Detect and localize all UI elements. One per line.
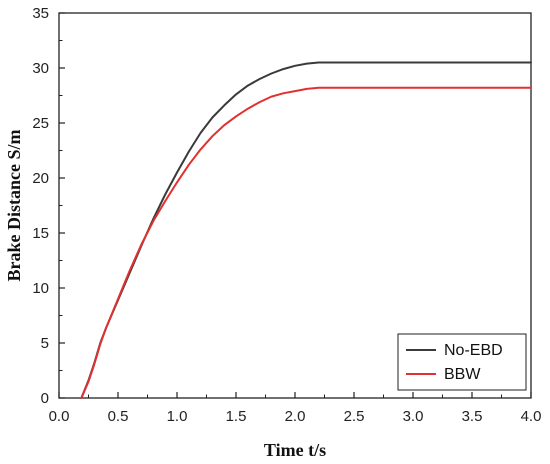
axes-group: 0.0 0.5 1.0 1.5 2.0 2.5 3.0 3.5 4.0 0 5 10 15 20 25 30 3… — [32, 5, 541, 425]
x-tick-label: 3.0 — [403, 408, 424, 425]
x-tick-label: 1.0 — [167, 408, 188, 425]
y-tick-label: 35 — [32, 5, 49, 22]
y-tick-label: 25 — [32, 115, 49, 132]
x-tick-label: 1.5 — [226, 408, 247, 425]
x-tick-label: 2.5 — [344, 408, 365, 425]
legend: No-EBD BBW — [397, 333, 527, 391]
x-tick-label: 2.0 — [285, 408, 306, 425]
series-group — [80, 61, 532, 399]
legend-box — [397, 333, 527, 391]
x-tick-label: 3.5 — [462, 408, 483, 425]
x-tick-label: 4.0 — [521, 408, 542, 425]
legend-label-bbw: BBW — [444, 366, 481, 383]
y-tick-label: 20 — [32, 170, 49, 187]
series-line-bbw — [80, 86, 532, 399]
legend-label-no-ebd: No-EBD — [444, 342, 503, 359]
y-tick-label: 10 — [32, 280, 49, 297]
x-axis-title: Time t/s — [264, 440, 326, 460]
y-tick-label: 15 — [32, 225, 49, 242]
y-tick-label: 5 — [41, 335, 49, 352]
x-tick-label: 0.5 — [108, 408, 129, 425]
y-tick-label: 30 — [32, 60, 49, 77]
x-tick-label: 0.0 — [49, 408, 70, 425]
y-axis-title: Brake Distance S/m — [4, 130, 24, 282]
y-tick-label: 0 — [41, 390, 49, 407]
